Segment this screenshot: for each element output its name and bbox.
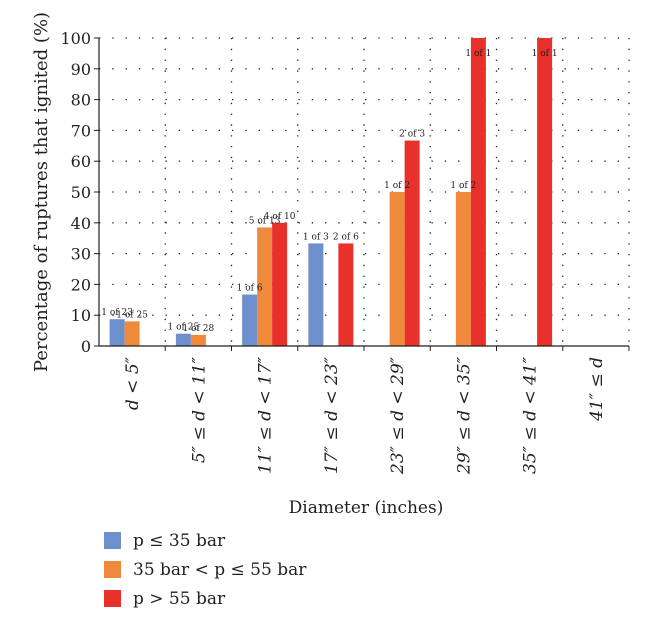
data-label: 2 of 3 bbox=[399, 130, 425, 140]
data-label: 1 of 23 bbox=[101, 308, 133, 318]
legend-item-low-pressure: p ≤ 35 bar bbox=[104, 526, 306, 555]
data-label: 5 of 13 bbox=[249, 216, 281, 226]
legend-swatch-low-pressure bbox=[104, 532, 121, 549]
legend-swatch-mid-pressure bbox=[104, 561, 121, 578]
legend: p ≤ 35 bar 35 bar < p ≤ 55 bar p > 55 ba… bbox=[104, 526, 306, 613]
y-tick-label: 50 bbox=[71, 183, 91, 202]
bar bbox=[455, 192, 471, 346]
x-tick-label: 29″ ≤ d < 35″ bbox=[454, 356, 474, 475]
legend-label-high-pressure: p > 55 bar bbox=[133, 588, 226, 609]
x-axis-title: Diameter (inches) bbox=[289, 498, 444, 518]
legend-label-low-pressure: p ≤ 35 bar bbox=[133, 530, 226, 551]
x-tick-label: 23″ ≤ d < 29″ bbox=[388, 356, 408, 475]
x-tick-labels: d < 5″ 5″ ≤ d < 11″ 11″ ≤ d < 17″ 17″ ≤ d <… bbox=[123, 346, 630, 475]
x-tick-label: 35″ ≤ d < 41″ bbox=[521, 356, 541, 474]
data-label: 1 of 2 bbox=[450, 181, 476, 191]
y-tick-label: 100 bbox=[60, 29, 91, 48]
data-label: 1 of 28 bbox=[183, 324, 215, 334]
y-tick-label: 80 bbox=[71, 91, 91, 110]
x-tick-label: 41″ ≤ d bbox=[587, 357, 607, 422]
legend-item-mid-pressure: 35 bar < p ≤ 55 bar bbox=[104, 555, 306, 584]
data-label: 1 of 25 bbox=[116, 310, 148, 320]
bar bbox=[257, 227, 273, 346]
bars bbox=[109, 38, 553, 346]
y-tick-label: 90 bbox=[71, 60, 91, 79]
y-tick-label: 20 bbox=[71, 275, 91, 294]
y-tick-label: 70 bbox=[71, 121, 91, 140]
x-tick-label: 17″ ≤ d < 23″ bbox=[322, 356, 342, 474]
bar bbox=[242, 294, 258, 346]
bar bbox=[470, 38, 486, 346]
bar bbox=[404, 140, 420, 346]
data-label: 1 of 1 bbox=[465, 49, 491, 59]
legend-label-mid-pressure: 35 bar < p ≤ 55 bar bbox=[133, 559, 307, 580]
y-tick-label: 40 bbox=[71, 214, 91, 233]
x-tick-label: 5″ ≤ d < 11″ bbox=[189, 356, 209, 463]
data-label: 1 of 25 bbox=[168, 323, 200, 333]
bar bbox=[124, 321, 140, 346]
bar bbox=[308, 243, 324, 346]
y-tick-label: 30 bbox=[71, 245, 91, 264]
y-tick-label: 60 bbox=[71, 152, 91, 171]
y-tick-label: 0 bbox=[81, 337, 91, 356]
legend-swatch-high-pressure bbox=[104, 590, 121, 607]
bar bbox=[190, 334, 206, 346]
data-label: 1 of 6 bbox=[237, 284, 263, 294]
bar bbox=[338, 243, 354, 346]
data-label: 2 of 6 bbox=[333, 232, 359, 242]
data-label: 1 of 1 bbox=[532, 49, 558, 59]
data-labels: 1 of 231 of 251 of 61 of 31 of 251 of 28… bbox=[101, 49, 557, 334]
data-label: 1 of 2 bbox=[384, 181, 410, 191]
x-tick-label: d < 5″ bbox=[123, 356, 143, 410]
bar bbox=[109, 319, 125, 346]
bar bbox=[537, 38, 553, 346]
x-tick-label: 11″ ≤ d < 17″ bbox=[256, 356, 276, 474]
y-axis-title: Percentage of ruptures that ignited (%) bbox=[31, 12, 52, 372]
bar bbox=[389, 192, 405, 346]
bar bbox=[175, 333, 191, 346]
bar bbox=[272, 222, 288, 346]
y-tick-label: 10 bbox=[71, 306, 91, 325]
data-label: 4 of 10 bbox=[264, 212, 296, 222]
y-tick-labels: 0 10 20 30 40 50 60 70 80 90 100 bbox=[60, 29, 99, 356]
legend-item-high-pressure: p > 55 bar bbox=[104, 584, 306, 613]
data-label: 1 of 3 bbox=[303, 232, 329, 242]
